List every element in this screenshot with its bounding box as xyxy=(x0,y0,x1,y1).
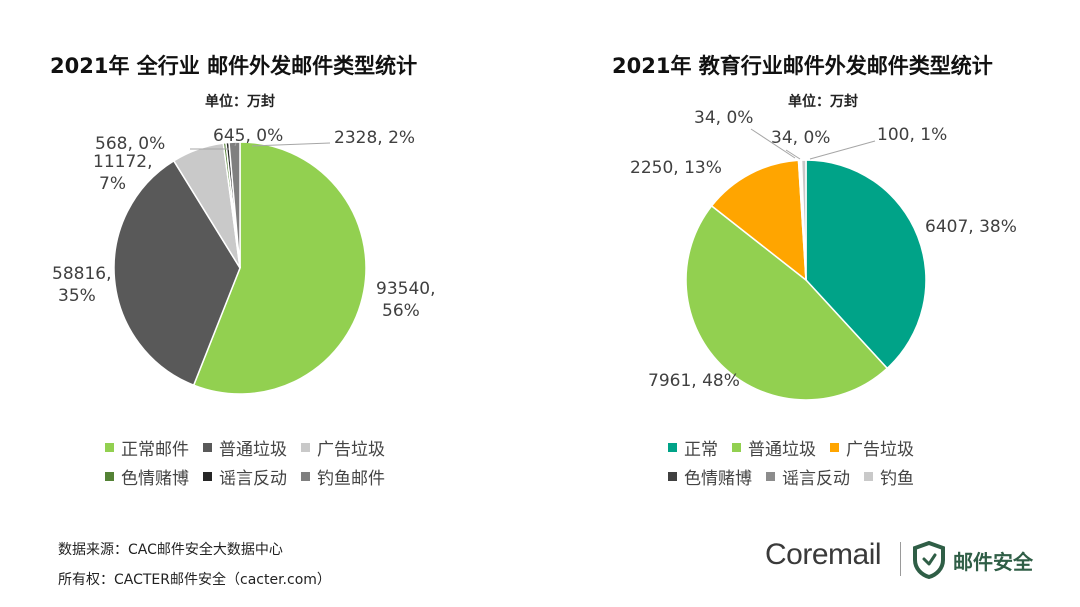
legend-swatch xyxy=(203,443,212,452)
legend-item-porn: 色情赌博 xyxy=(668,464,752,489)
chart2-unit: 单位：万封 xyxy=(788,94,858,110)
legend-swatch xyxy=(301,472,310,481)
chart2-leader-line-5 xyxy=(809,140,876,160)
chart1-data-label-4: 645, 0% xyxy=(213,126,283,146)
brand-divider xyxy=(900,542,901,576)
shield-icon xyxy=(913,541,945,579)
legend-item-porn: 色情赌博 xyxy=(105,464,189,489)
legend-label: 谣言反动 xyxy=(219,469,287,489)
copyright: 所有权：CACTER邮件安全（cacter.com） xyxy=(58,572,331,588)
chart2-data-label-4: 34, 0% xyxy=(771,128,830,148)
chart2-data-label-0: 6407, 38% xyxy=(925,217,1017,237)
legend-swatch xyxy=(301,443,310,452)
chart1-slice-1 xyxy=(113,159,241,387)
legend-item-ad: 广告垃圾 xyxy=(830,435,914,460)
legend-item-phish: 钓鱼 xyxy=(864,464,914,489)
legend-item-spam: 普通垃圾 xyxy=(732,435,816,460)
legend-label: 正常邮件 xyxy=(121,440,189,460)
legend-item-normal: 正常 xyxy=(668,435,718,460)
chart1-leader-line-4 xyxy=(234,142,237,147)
chart2-leader-line-4 xyxy=(785,149,801,160)
chart2-slice-1 xyxy=(685,204,889,401)
chart2-data-label-1: 7961, 48% xyxy=(648,371,740,391)
legend-swatch xyxy=(203,472,212,481)
chart1-data-label-0: 93540, 56% xyxy=(376,279,435,321)
legend-swatch xyxy=(668,472,677,481)
chart1-unit: 单位：万封 xyxy=(205,94,275,110)
legend-label: 广告垃圾 xyxy=(846,440,914,460)
chart1-legend: 正常邮件 普通垃圾 广告垃圾 色情赌博 谣言反动 钓鱼邮件 xyxy=(105,433,399,491)
chart1-data-label-2: 11172, 7% xyxy=(93,152,152,194)
chart2-slice-2 xyxy=(710,159,807,282)
chart1-title: 2021年 全行业 邮件外发邮件类型统计 xyxy=(50,54,418,78)
legend-item-rumor: 谣言反动 xyxy=(766,464,850,489)
chart1-leader-line-5 xyxy=(251,142,331,147)
legend-label: 钓鱼 xyxy=(880,469,914,489)
chart2-data-label-3: 34, 0% xyxy=(694,108,753,128)
chart1-slice-5 xyxy=(228,141,241,269)
legend-swatch xyxy=(830,443,839,452)
chart2-leader-line-3 xyxy=(750,128,796,159)
legend-label: 色情赌博 xyxy=(121,469,189,489)
legend-label: 正常 xyxy=(684,440,718,460)
chart1-data-label-3: 568, 0% xyxy=(95,134,165,154)
chart2-slice-0 xyxy=(805,159,927,370)
legend-label: 普通垃圾 xyxy=(219,440,287,460)
chart2-data-label-5: 100, 1% xyxy=(877,125,947,145)
legend-label: 广告垃圾 xyxy=(317,440,385,460)
chart2-legend: 正常 普通垃圾 广告垃圾 色情赌博 谣言反动 钓鱼 xyxy=(668,433,928,491)
legend-label: 色情赌博 xyxy=(684,469,752,489)
coremail-logo: Coremail xyxy=(765,538,882,571)
legend-item-rumor: 谣言反动 xyxy=(203,464,287,489)
legend-swatch xyxy=(864,472,873,481)
legend-item-ad: 广告垃圾 xyxy=(301,435,385,460)
legend-swatch xyxy=(105,472,114,481)
legend-item-spam: 普通垃圾 xyxy=(203,435,287,460)
legend-label: 普通垃圾 xyxy=(748,440,816,460)
chart1-data-label-1: 58816, 35% xyxy=(52,264,111,306)
chart2-title: 2021年 教育行业邮件外发邮件类型统计 xyxy=(612,54,993,78)
legend-label: 谣言反动 xyxy=(782,469,850,489)
legend-swatch xyxy=(766,472,775,481)
chart2-slice-5 xyxy=(800,159,807,281)
legend-item-phish: 钓鱼邮件 xyxy=(301,464,385,489)
legend-label: 钓鱼邮件 xyxy=(317,469,385,489)
legend-swatch xyxy=(732,443,741,452)
legend-item-normal: 正常邮件 xyxy=(105,435,189,460)
brand-product-name: 邮件安全 xyxy=(953,550,1033,574)
legend-swatch xyxy=(668,443,677,452)
legend-swatch xyxy=(105,443,114,452)
data-source: 数据来源：CAC邮件安全大数据中心 xyxy=(58,542,283,558)
chart2-data-label-2: 2250, 13% xyxy=(630,158,722,178)
chart1-slice-0 xyxy=(192,141,367,395)
chart1-data-label-5: 2328, 2% xyxy=(334,128,415,148)
